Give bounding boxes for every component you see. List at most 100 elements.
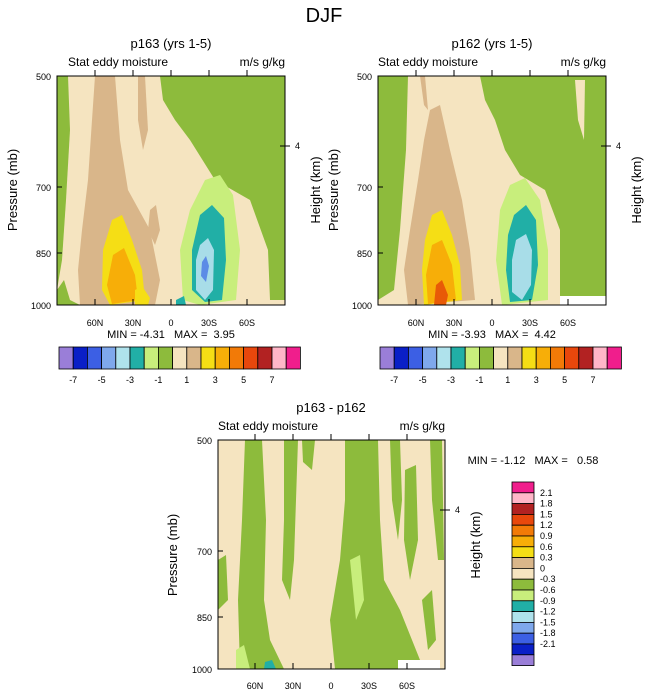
colorbar-swatch — [186, 346, 202, 370]
xtick-label: 60N — [408, 318, 425, 328]
colorbar-swatch — [243, 346, 259, 370]
colorbar-swatch — [507, 346, 523, 370]
colorbar-label: 5 — [241, 375, 246, 385]
ytick-label: 700 — [357, 183, 372, 193]
xtick-label: 60S — [399, 681, 415, 691]
ytick-label: 500 — [197, 436, 212, 446]
colorbar-label: -5 — [419, 375, 427, 385]
colorbar-swatch — [521, 346, 537, 370]
colorbar-label: 1.2 — [540, 520, 553, 530]
ticks — [378, 70, 611, 306]
contour-field — [57, 76, 285, 305]
colorbar-label: -1.2 — [540, 607, 556, 617]
ytick-label: 500 — [357, 72, 372, 82]
colorbar-swatch — [511, 535, 535, 548]
colorbar-swatch — [58, 346, 74, 370]
panel-subtitle: Stat eddy moisture — [218, 419, 318, 433]
panel-p162: p162 (yrs 1-5) Stat eddy moisture m/s g/… — [326, 36, 644, 341]
colorbar-difference: 2.11.81.51.20.90.60.30-0.3-0.6-0.9-1.2-1… — [511, 481, 556, 666]
colorbar-swatch — [214, 346, 230, 370]
colorbar-label: 1.8 — [540, 499, 553, 509]
colorbar-label: 7 — [269, 375, 274, 385]
colorbar-swatch — [407, 346, 423, 370]
colorbar-label: 1 — [505, 375, 510, 385]
colorbar-swatch — [200, 346, 216, 370]
colorbar-label: -1 — [154, 375, 162, 385]
panel-title: p163 (yrs 1-5) — [131, 36, 212, 51]
ytick-label: 1000 — [192, 665, 212, 675]
xtick-label: 60S — [239, 318, 255, 328]
colorbar-swatch — [511, 514, 535, 526]
contour-field — [218, 440, 445, 669]
colorbar-swatch — [228, 346, 244, 370]
colorbar-swatch — [511, 643, 535, 656]
xtick-label: 30S — [361, 681, 377, 691]
colorbar-label: -3 — [447, 375, 455, 385]
ylabel-right: Height (km) — [629, 156, 644, 223]
colorbar-swatch — [422, 346, 438, 370]
colorbar-label: 0.9 — [540, 531, 553, 541]
panel-difference: p163 - p162 Stat eddy moisture m/s g/kg — [165, 400, 598, 691]
colorbar-label: -0.6 — [540, 585, 556, 595]
colorbar-label: -3 — [126, 375, 134, 385]
colorbar-swatch — [511, 557, 535, 569]
colorbar-swatch — [564, 346, 580, 370]
colorbar-swatch — [285, 346, 301, 370]
colorbar-swatch — [450, 346, 466, 370]
panel-title: p163 - p162 — [296, 400, 365, 415]
colorbar-swatch — [271, 346, 287, 370]
ytick-label: 850 — [357, 249, 372, 259]
colorbar-swatch — [115, 346, 131, 370]
panel-title: p162 (yrs 1-5) — [452, 36, 533, 51]
colorbar-swatch — [606, 346, 622, 370]
ylabel: Pressure (mb) — [326, 149, 341, 231]
colorbar-label: 2.1 — [540, 488, 553, 498]
colorbar-swatch — [511, 600, 535, 612]
xtick-label: 30N — [446, 318, 463, 328]
colorbar-swatch — [511, 632, 535, 645]
colorbar-swatch — [493, 346, 509, 370]
colorbar-swatch — [511, 492, 535, 504]
colorbar-swatch — [157, 346, 173, 370]
panel-units: m/s g/kg — [240, 55, 285, 69]
colorbar-swatch — [511, 568, 535, 580]
xtick-label: 0 — [168, 318, 173, 328]
colorbar-label: 7 — [590, 375, 595, 385]
colorbar-p162: -7 -5 -3 -1 1 3 5 7 — [379, 346, 622, 385]
ytick-label: 850 — [197, 613, 212, 623]
colorbar-swatch — [72, 346, 88, 370]
xtick-label: 60S — [560, 318, 576, 328]
panel-units: m/s g/kg — [561, 55, 606, 69]
xtick-label: 30S — [201, 318, 217, 328]
colorbar-swatch — [511, 654, 535, 666]
colorbar-swatch — [143, 346, 159, 370]
colorbar-label: -1 — [475, 375, 483, 385]
colorbar-swatch — [257, 346, 273, 370]
colorbar-swatch — [535, 346, 551, 370]
ticks — [57, 70, 290, 306]
colorbar-label: 0.6 — [540, 542, 553, 552]
colorbar-label: 1 — [184, 375, 189, 385]
ytick-right-label: 4 — [616, 141, 621, 151]
colorbar-swatch — [592, 346, 608, 370]
panel-subtitle: Stat eddy moisture — [378, 55, 478, 69]
colorbar-swatch — [550, 346, 566, 370]
colorbar-label: -7 — [390, 375, 398, 385]
colorbar-label: 3 — [213, 375, 218, 385]
colorbar-swatch — [379, 346, 395, 370]
colorbar-label: 0.3 — [540, 553, 553, 563]
colorbar-label: 0 — [540, 563, 545, 573]
ylabel: Pressure (mb) — [165, 514, 180, 596]
panel-subtitle: Stat eddy moisture — [68, 55, 168, 69]
colorbar-label: -1.5 — [540, 617, 556, 627]
xtick-label: 30S — [522, 318, 538, 328]
xtick-label: 0 — [328, 681, 333, 691]
colorbar-label: 3 — [534, 375, 539, 385]
colorbar-swatch — [511, 611, 535, 623]
colorbar-swatch — [578, 346, 594, 370]
colorbar-label: -0.3 — [540, 574, 556, 584]
colorbar-label: -0.9 — [540, 596, 556, 606]
ytick-right-label: 4 — [455, 505, 460, 515]
ytick-label: 1000 — [31, 301, 51, 311]
